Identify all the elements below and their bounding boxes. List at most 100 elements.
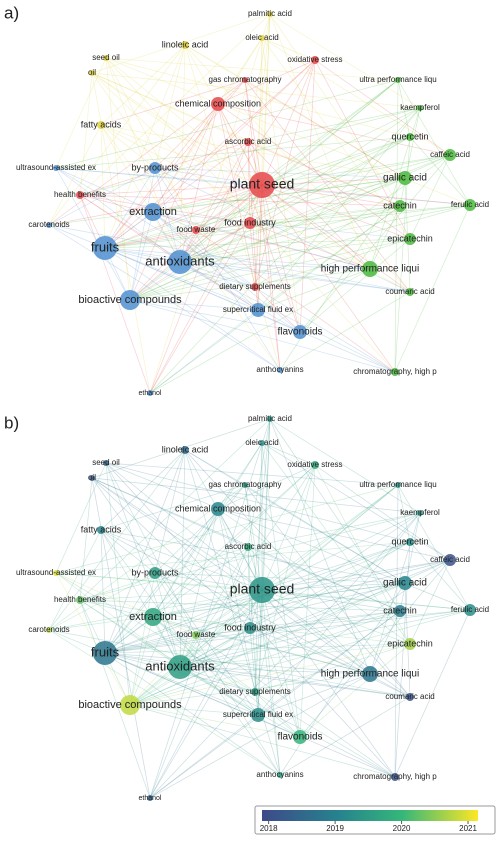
edge [152, 464, 316, 618]
edge [314, 464, 451, 561]
node [168, 655, 192, 679]
edge [105, 57, 131, 301]
node [398, 171, 412, 185]
edge [269, 418, 371, 675]
edge [269, 13, 421, 109]
edge [261, 484, 399, 591]
edge [394, 79, 399, 373]
node [168, 250, 192, 274]
edge [129, 704, 396, 778]
edge [104, 247, 281, 371]
edge [217, 464, 316, 510]
edge [55, 167, 131, 301]
edge [195, 634, 396, 778]
node [53, 165, 59, 171]
edge [179, 666, 411, 698]
panel-label: b) [4, 413, 19, 432]
node [211, 97, 225, 111]
edge [409, 136, 471, 206]
edge [249, 222, 371, 270]
edge [179, 261, 256, 288]
edge [409, 541, 471, 611]
node [406, 538, 414, 546]
edge [179, 79, 399, 263]
edge [152, 559, 451, 618]
edge [55, 484, 399, 574]
edge [129, 268, 371, 301]
edge [55, 167, 197, 231]
edge [152, 508, 219, 618]
edge [217, 508, 411, 645]
node [417, 510, 423, 516]
edge [79, 107, 421, 196]
edge [91, 72, 249, 143]
edge [55, 572, 197, 636]
edge [254, 589, 263, 693]
edge [314, 59, 411, 240]
node-label: high performance liqui [321, 669, 419, 680]
node [277, 772, 283, 778]
edge [261, 59, 316, 186]
node-label: fatty acids [81, 524, 122, 534]
edge [261, 184, 396, 373]
node-label: coumaric acid [385, 287, 434, 296]
edge [105, 462, 411, 543]
edge [154, 449, 186, 574]
edge [179, 238, 411, 263]
edge [91, 418, 271, 479]
edge [179, 261, 396, 373]
edge [55, 462, 107, 574]
edge [254, 559, 451, 693]
edge [217, 103, 256, 288]
edge [91, 72, 251, 224]
edge [79, 546, 249, 601]
edge [247, 546, 371, 675]
edge [179, 184, 263, 263]
edge [299, 559, 451, 738]
node-label: quercetin [391, 536, 428, 546]
edge [314, 464, 411, 645]
edge [129, 204, 471, 301]
edge [217, 103, 451, 156]
node-label: oxidative stress [287, 460, 342, 469]
edge [149, 13, 271, 394]
edge [152, 177, 406, 213]
edge [55, 79, 399, 169]
node [181, 41, 189, 49]
node [244, 543, 252, 551]
edge [149, 673, 371, 799]
edge [247, 107, 421, 143]
edge [299, 643, 411, 738]
edge [195, 541, 411, 636]
node-label: kaempferol [400, 508, 440, 517]
panel-label: a) [4, 3, 19, 22]
node [394, 605, 406, 617]
edge [55, 57, 107, 169]
node [249, 577, 275, 603]
edge [217, 442, 263, 510]
node [395, 482, 401, 488]
edge [179, 666, 371, 675]
edge [91, 13, 271, 74]
node [244, 622, 256, 634]
node-label: palmitic acid [248, 414, 292, 423]
edge [184, 449, 246, 486]
edge [100, 79, 246, 126]
edge [195, 609, 471, 636]
edge [79, 599, 259, 716]
edge [217, 37, 263, 105]
edge [247, 418, 271, 548]
edge [184, 449, 406, 584]
colorbar-tick-label: 2021 [459, 824, 477, 833]
edge [257, 205, 401, 311]
edge [154, 167, 181, 263]
edge [149, 418, 271, 799]
node [192, 226, 200, 234]
node-label: ferulic acid [451, 200, 489, 209]
edge [269, 418, 421, 514]
edge [48, 629, 411, 698]
edge [261, 184, 301, 333]
edge [244, 484, 411, 698]
edge [55, 572, 263, 591]
